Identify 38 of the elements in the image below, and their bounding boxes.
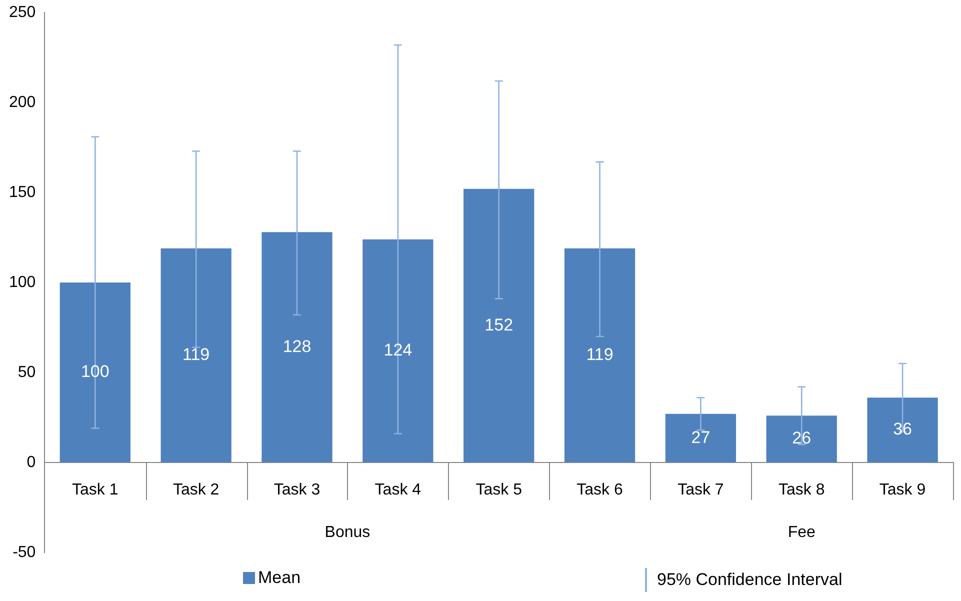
data-label: 119 <box>182 345 210 364</box>
x-tick-label: Task 1 <box>72 481 118 498</box>
data-label: 119 <box>586 345 614 364</box>
x-tick-label: Task 2 <box>172 481 220 498</box>
bar <box>60 282 130 462</box>
data-label: 124 <box>384 340 412 360</box>
x-tick-label: Task 7 <box>678 481 724 498</box>
text: 95% Confidence Interval <box>657 570 842 590</box>
x-tick-label: Task 8 <box>778 481 825 498</box>
data-label: 100 <box>80 362 110 382</box>
annotation: Bonus <box>324 524 370 541</box>
bar <box>564 248 636 462</box>
annotation: Fee <box>788 524 816 541</box>
y-tick-label: 200 <box>8 94 36 111</box>
x-tick-label: Task 6 <box>576 481 623 498</box>
x-tick-label: Task 3 <box>274 481 320 498</box>
bar <box>262 232 332 462</box>
legend-label: Mean <box>258 568 301 588</box>
bar <box>867 398 938 462</box>
x-tick-label: Task 9 <box>879 481 926 498</box>
y-tick-label: 0 <box>26 454 36 471</box>
bar <box>160 248 232 462</box>
y-tick-label: 50 <box>18 364 36 381</box>
bar <box>362 239 434 462</box>
y-tick-label: 150 <box>8 184 36 201</box>
y-tick-label: 250 <box>8 4 36 22</box>
data-label: 27 <box>691 428 710 447</box>
data-label: 128 <box>282 336 312 356</box>
data-label: 152 <box>484 315 514 334</box>
y-tick-label: -50 <box>12 544 36 561</box>
x-tick-label: Task 5 <box>476 481 522 498</box>
y-tick-label: 100 <box>8 274 36 291</box>
data-label: 36 <box>893 420 912 439</box>
bar <box>464 188 534 462</box>
bar <box>766 416 837 462</box>
x-tick-label: Task 4 <box>374 481 422 498</box>
bar <box>665 414 736 462</box>
data-label: 26 <box>792 428 812 448</box>
